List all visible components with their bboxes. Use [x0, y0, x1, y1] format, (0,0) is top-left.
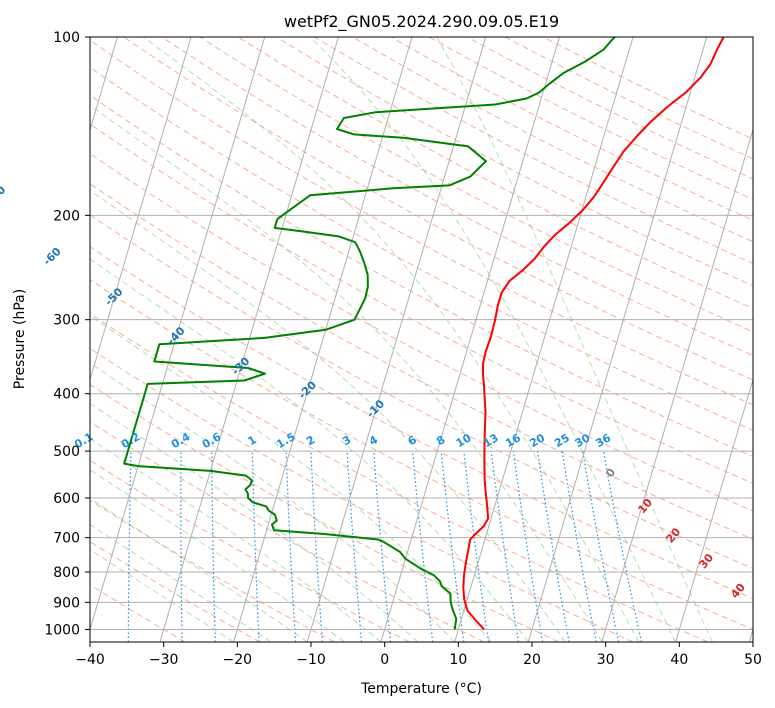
- y-tick-label: 900: [53, 595, 80, 611]
- pressure-gridlines: [90, 37, 753, 630]
- dry-adiabat: [90, 246, 753, 600]
- mixing-ratio-line: [602, 450, 643, 642]
- moist-adiabat: [90, 362, 455, 642]
- dewpoint-line: [123, 37, 616, 630]
- dry-adiabat: [90, 584, 186, 642]
- dry-adiabat: [90, 347, 634, 642]
- isotherm: [380, 37, 560, 642]
- mixing-ratio-line: [346, 451, 363, 642]
- x-tick-label: −30: [149, 652, 179, 668]
- moist-adiabat: [142, 37, 640, 642]
- moist-adiabat: [90, 258, 529, 642]
- isotherm: [90, 37, 266, 632]
- moist-adiabats: [90, 37, 713, 642]
- dry-adiabat: [90, 312, 709, 642]
- dry-adiabat: [90, 459, 410, 642]
- mixing-ratio-line: [411, 451, 434, 642]
- x-tick-label: 30: [597, 652, 615, 668]
- y-tick-label: 1000: [44, 622, 80, 638]
- mixing-ratio-line: [463, 451, 490, 642]
- dry-adiabat: [90, 123, 753, 484]
- isotherm: [675, 377, 753, 642]
- moist-adiabat: [309, 37, 677, 642]
- moist-adiabat: [90, 402, 419, 642]
- mixing-ratio-line: [440, 451, 465, 642]
- y-tick-label: 400: [53, 387, 80, 403]
- chart-title: wetPf2_GN05.2024.290.09.05.E19: [284, 12, 559, 32]
- dry-adiabat: [123, 37, 753, 381]
- dry-adiabats: [90, 37, 753, 642]
- y-tick-label: 300: [53, 313, 80, 329]
- x-tick-label: 0: [380, 652, 389, 668]
- x-axis: −40 −30 −20 −10 0 10 20 30 40 50: [75, 642, 762, 668]
- dry-adiabat: [90, 94, 753, 458]
- moist-adiabat: [90, 315, 492, 642]
- moist-adiabat: [90, 437, 382, 642]
- dry-adiabat: [90, 183, 753, 540]
- isotherm: [527, 37, 708, 642]
- y-tick-label: 600: [53, 491, 80, 507]
- y-tick-label: 800: [53, 565, 80, 581]
- y-tick-label: 200: [53, 208, 80, 224]
- mixing-ratio-line: [582, 451, 620, 642]
- moist-adiabat: [90, 497, 308, 642]
- moist-adiabat: [436, 37, 713, 642]
- x-tick-label: −20: [223, 652, 253, 668]
- mixing-ratio-line: [512, 451, 544, 642]
- y-tick-label: 500: [53, 444, 80, 460]
- isotherm: [601, 128, 753, 642]
- mixing-ratio-line: [373, 451, 392, 642]
- moist-adiabat: [90, 189, 566, 642]
- isotherm: [233, 37, 413, 642]
- y-tick-label: 700: [53, 531, 80, 547]
- isotherm: [90, 37, 192, 382]
- dry-adiabat: [90, 541, 261, 642]
- x-tick-label: −40: [75, 652, 105, 668]
- sounding-series: [123, 37, 725, 631]
- plot-frame: [89, 36, 754, 643]
- mixing-ratio-line: [490, 451, 520, 642]
- isotherm-label: -70: [0, 183, 9, 206]
- x-tick-label: −10: [296, 652, 326, 668]
- y-axis-title: Pressure (hPa): [12, 289, 28, 389]
- y-axis: 100 200 300 400 500 600 700 800 900 1000: [44, 30, 90, 638]
- y-tick-label: 100: [53, 30, 80, 46]
- dry-adiabat: [90, 279, 753, 630]
- isotherm: [454, 37, 634, 642]
- isotherm: [306, 37, 487, 642]
- dry-adiabat: [90, 421, 485, 642]
- x-tick-label: 50: [744, 652, 762, 668]
- x-tick-label: 10: [449, 652, 467, 668]
- x-axis-title: Temperature (°C): [360, 681, 482, 697]
- dry-adiabat: [161, 37, 753, 357]
- x-tick-label: 40: [670, 652, 688, 668]
- temperature-line: [462, 37, 725, 631]
- moist-adiabat: [90, 104, 603, 642]
- dry-adiabat: [237, 37, 753, 310]
- mixing-ratio-lines: [127, 450, 643, 642]
- dry-adiabat: [90, 152, 753, 512]
- dry-adiabat: [275, 37, 753, 287]
- x-tick-label: 20: [523, 652, 541, 668]
